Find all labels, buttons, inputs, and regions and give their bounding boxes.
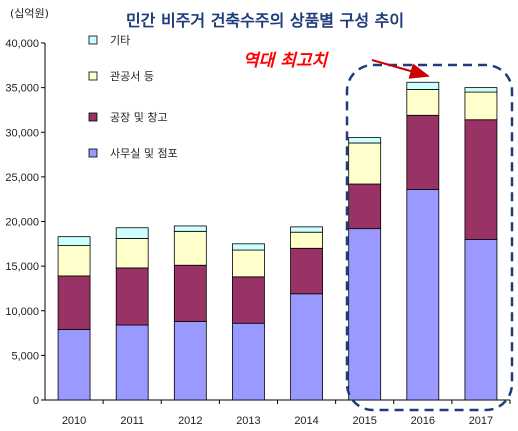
x-tick-label: 2014 xyxy=(294,415,318,427)
bar-segment xyxy=(464,238,498,401)
legend-swatch xyxy=(88,112,98,122)
legend-label: 기타 xyxy=(110,34,130,47)
x-tick-labels: 2010 2011 2012 2013 2014 2015 2016 2017 xyxy=(62,415,493,427)
x-tick-label: 2012 xyxy=(178,415,202,427)
bar-segment xyxy=(57,329,91,401)
legend-label: 관공서 등 xyxy=(110,70,154,83)
y-tick-labels: 0 5,000 10,000 15,000 20,000 25,000 30,000 35,0… xyxy=(5,38,39,407)
bar-segment xyxy=(348,142,382,185)
bar-segment xyxy=(348,183,382,230)
x-tick-label: 2017 xyxy=(469,415,493,427)
bar-segment xyxy=(290,247,323,295)
bar-segment xyxy=(464,119,498,240)
bar-segment xyxy=(348,137,382,144)
x-tick-label: 2015 xyxy=(352,415,376,427)
annotation-label: 역대 최고치 xyxy=(243,51,329,71)
bar-segment xyxy=(406,188,440,401)
bars xyxy=(57,81,498,401)
legend-swatch xyxy=(88,71,98,81)
y-tick-label: 35,000 xyxy=(5,83,39,95)
bar-segment xyxy=(173,230,207,266)
legend-label: 공장 및 창고 xyxy=(110,111,168,124)
x-tick-label: 2016 xyxy=(411,415,435,427)
bar-segment xyxy=(115,227,149,239)
bar-segment xyxy=(115,267,149,326)
bar-segment xyxy=(290,231,323,249)
unit-label: (십억원) xyxy=(10,7,49,20)
bar-segment xyxy=(290,293,323,401)
legend-swatch xyxy=(88,148,98,158)
y-tick-label: 5,000 xyxy=(11,350,39,362)
bar-segment xyxy=(57,275,91,330)
x-tick-label: 2011 xyxy=(120,415,144,427)
legend-swatch xyxy=(88,35,98,45)
bar-segment xyxy=(464,87,498,93)
legend-label: 사무실 및 점포 xyxy=(110,147,178,160)
bar-segment xyxy=(406,89,440,116)
y-tick-label: 30,000 xyxy=(5,127,39,139)
y-tick-label: 15,000 xyxy=(5,261,39,273)
bar-segment xyxy=(57,236,91,246)
axes xyxy=(41,42,511,404)
bar-segment xyxy=(232,322,265,401)
highlight-box xyxy=(345,63,514,412)
annotation-arrow xyxy=(371,59,430,79)
bar-segment xyxy=(290,226,323,233)
bar-segment xyxy=(406,114,440,190)
bar-segment xyxy=(115,238,149,269)
x-tick-label: 2010 xyxy=(62,415,86,427)
y-tick-label: 40,000 xyxy=(5,38,39,50)
bar-segment xyxy=(232,249,265,278)
x-tick-label: 2013 xyxy=(236,415,260,427)
bar-segment xyxy=(173,321,207,401)
chart-title: 민간 비주거 건축수주의 상품별 구성 추이 xyxy=(126,11,404,30)
bar-segment xyxy=(232,243,265,251)
bar-segment xyxy=(232,276,265,324)
bar-segment xyxy=(173,225,207,232)
bar-segment xyxy=(406,81,440,90)
bar-segment xyxy=(464,91,498,121)
bar-segment xyxy=(57,245,91,277)
y-tick-label: 25,000 xyxy=(5,172,39,184)
y-tick-label: 10,000 xyxy=(5,306,39,318)
y-tick-label: 20,000 xyxy=(5,217,39,229)
bar-segment xyxy=(348,228,382,401)
bar-segment xyxy=(173,264,207,322)
y-tick-label: 0 xyxy=(33,395,39,407)
bar-segment xyxy=(115,324,149,401)
